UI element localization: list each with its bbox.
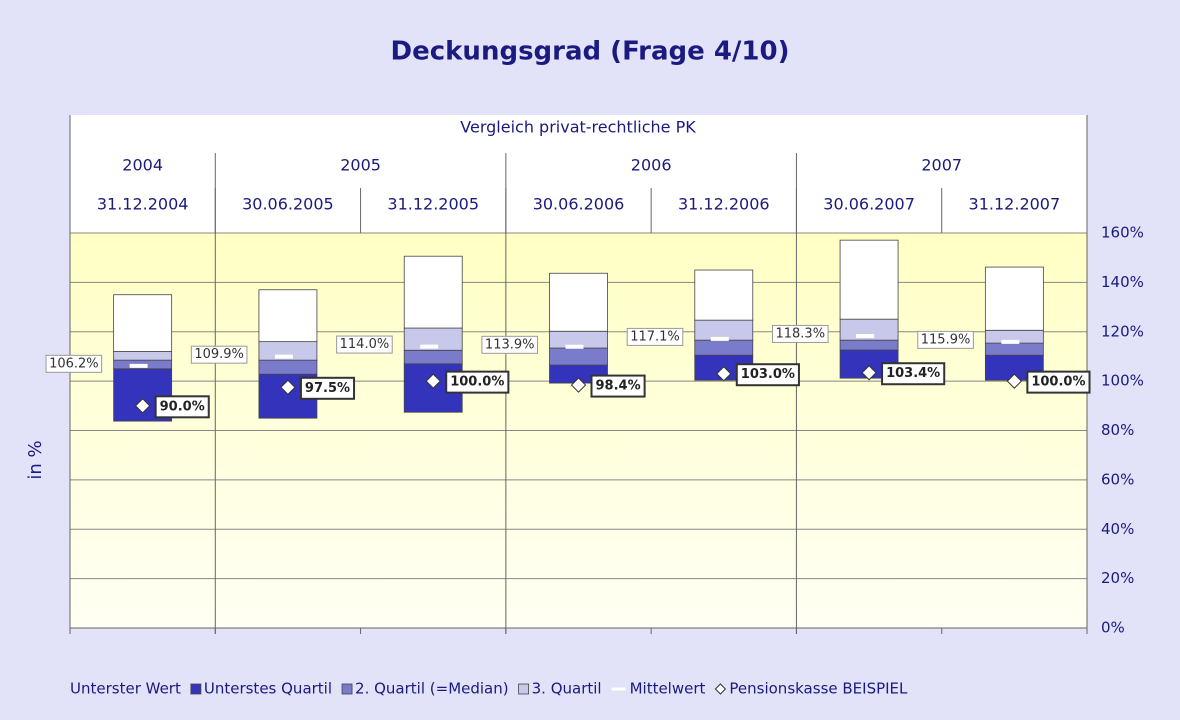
legend-label: Pensionskasse BEISPIEL xyxy=(729,680,908,698)
y-tick-label: 100% xyxy=(1101,372,1144,390)
pk-marker xyxy=(716,366,732,382)
y-tick-label: 160% xyxy=(1101,224,1144,242)
y-tick-label: 120% xyxy=(1101,322,1144,340)
year-label: 2007 xyxy=(921,156,962,175)
legend-swatch xyxy=(190,683,202,695)
mean-label-box xyxy=(917,330,974,349)
header-area xyxy=(70,115,1087,233)
year-label: 2004 xyxy=(122,156,163,175)
y-tick-label: 0% xyxy=(1101,619,1125,637)
box-segment xyxy=(113,294,173,352)
x-tick-label: 30.06.2006 xyxy=(533,195,625,214)
pk-label-box xyxy=(1026,370,1091,394)
x-tick-label: 30.06.2005 xyxy=(242,195,334,214)
year-label: 2005 xyxy=(340,156,381,175)
pk-label-box xyxy=(590,374,646,398)
box-segment xyxy=(839,339,899,351)
pk-marker xyxy=(570,377,587,393)
pk-label-box xyxy=(735,363,800,387)
box-segment xyxy=(403,255,463,329)
y-tick-label: 80% xyxy=(1101,421,1134,439)
year-label: 2006 xyxy=(631,156,672,175)
box-segment xyxy=(839,239,899,320)
y-axis-label: in % xyxy=(25,440,46,479)
box-segment xyxy=(984,342,1044,356)
mean-label-box xyxy=(336,335,393,354)
pk-label-box xyxy=(881,362,946,386)
mean-label-box xyxy=(771,324,829,343)
x-tick-label: 31.12.2004 xyxy=(97,195,189,214)
y-tick-label: 60% xyxy=(1101,470,1134,488)
legend-label: Unterster Wert xyxy=(70,680,181,698)
box-segment xyxy=(694,339,754,356)
mean-label: 113.9% xyxy=(485,337,535,352)
pk-marker xyxy=(425,373,441,389)
y-tick-label: 140% xyxy=(1101,273,1144,291)
x-tick-label: 31.12.2006 xyxy=(678,195,770,214)
box-segment xyxy=(258,359,318,375)
legend-label: Unterstes Quartil xyxy=(204,680,332,698)
mean-label: 109.9% xyxy=(194,347,244,362)
mean-label-box xyxy=(481,335,538,354)
mean-label: 106.2% xyxy=(49,356,99,371)
box-segment xyxy=(694,269,754,321)
mean-label: 115.9% xyxy=(921,332,971,347)
pk-label: 90.0% xyxy=(160,399,205,414)
legend-label: Mittelwert xyxy=(630,680,706,698)
box-segment xyxy=(549,347,608,366)
mean-label-box xyxy=(45,354,103,373)
y-tick-label: 40% xyxy=(1101,520,1134,538)
y-tick-label: 20% xyxy=(1101,569,1134,587)
box-segment xyxy=(984,266,1044,331)
pk-marker xyxy=(861,365,877,381)
pk-label-box xyxy=(154,395,210,419)
mean-label: 114.0% xyxy=(340,337,390,352)
pk-marker xyxy=(280,379,296,396)
pk-label: 100.0% xyxy=(1031,375,1085,390)
pk-label-box xyxy=(299,376,356,400)
legend-label: 3. Quartil xyxy=(532,680,602,698)
legend-swatch xyxy=(518,683,530,695)
box-segment xyxy=(549,272,608,332)
pk-label: 103.0% xyxy=(741,367,795,382)
legend-swatch xyxy=(341,683,353,695)
legend-label: 2. Quartil (=Median) xyxy=(355,680,509,698)
mean-label: 118.3% xyxy=(775,326,825,341)
pk-label: 98.4% xyxy=(596,379,641,394)
pk-label: 103.4% xyxy=(886,366,940,381)
x-tick-label: 31.12.2007 xyxy=(969,195,1061,214)
mean-label-box xyxy=(626,327,684,346)
box-segment xyxy=(403,349,463,365)
mean-label: 117.1% xyxy=(630,329,680,344)
pk-label: 97.5% xyxy=(305,381,350,396)
box-segment xyxy=(258,289,318,343)
mean-label-box xyxy=(190,345,248,364)
legend-swatch xyxy=(714,683,727,695)
chart-title: Deckungsgrad (Frage 4/10) xyxy=(391,37,790,67)
pk-label: 100.0% xyxy=(450,375,504,390)
box-segment xyxy=(113,351,173,361)
pk-marker xyxy=(134,398,151,414)
pk-label-box xyxy=(445,370,510,394)
x-tick-label: 30.06.2007 xyxy=(823,195,915,214)
subtitle: Vergleich privat-rechtliche PK xyxy=(460,118,696,137)
pk-marker xyxy=(1006,373,1023,389)
x-tick-label: 31.12.2005 xyxy=(387,195,479,214)
